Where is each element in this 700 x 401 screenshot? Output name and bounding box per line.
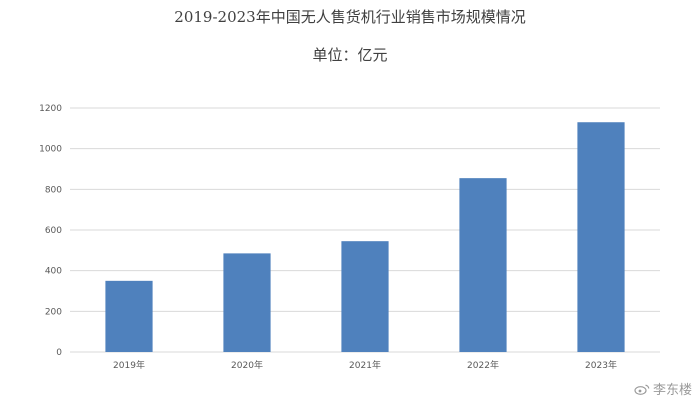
y-tick-label: 200 (45, 307, 62, 317)
bar-2021年 (341, 241, 389, 352)
weibo-icon (634, 384, 650, 395)
x-tick-label: 2023年 (585, 359, 617, 371)
bars (105, 122, 625, 352)
x-tick-label: 2020年 (231, 359, 263, 371)
bar-2023年 (577, 122, 625, 352)
y-tick-label: 800 (45, 185, 62, 195)
bar-2019年 (105, 280, 153, 352)
grid-lines (70, 107, 660, 353)
x-tick-label: 2021年 (349, 359, 381, 371)
bar-2020年 (223, 253, 271, 352)
y-axis-tick-labels: 0 200 400 600 800 1000 1200 (39, 104, 62, 358)
x-axis-tick-labels: 2019年 2020年 2021年 2022年 2023年 (113, 359, 617, 371)
y-tick-label: 0 (56, 348, 62, 358)
y-tick-label: 600 (45, 226, 62, 236)
y-tick-label: 1000 (39, 145, 62, 155)
y-tick-label: 1200 (39, 104, 62, 114)
watermark: 李东楼 (634, 379, 692, 398)
y-tick-label: 400 (45, 267, 62, 277)
x-tick-label: 2019年 (113, 359, 145, 371)
chart-subtitle: 单位：亿元 (312, 46, 388, 64)
x-tick-label: 2022年 (467, 359, 499, 371)
bar-2022年 (459, 178, 507, 352)
chart-title: 2019-2023年中国无人售货机行业销售市场规模情况 (174, 8, 526, 26)
watermark-text: 李东楼 (652, 383, 692, 398)
